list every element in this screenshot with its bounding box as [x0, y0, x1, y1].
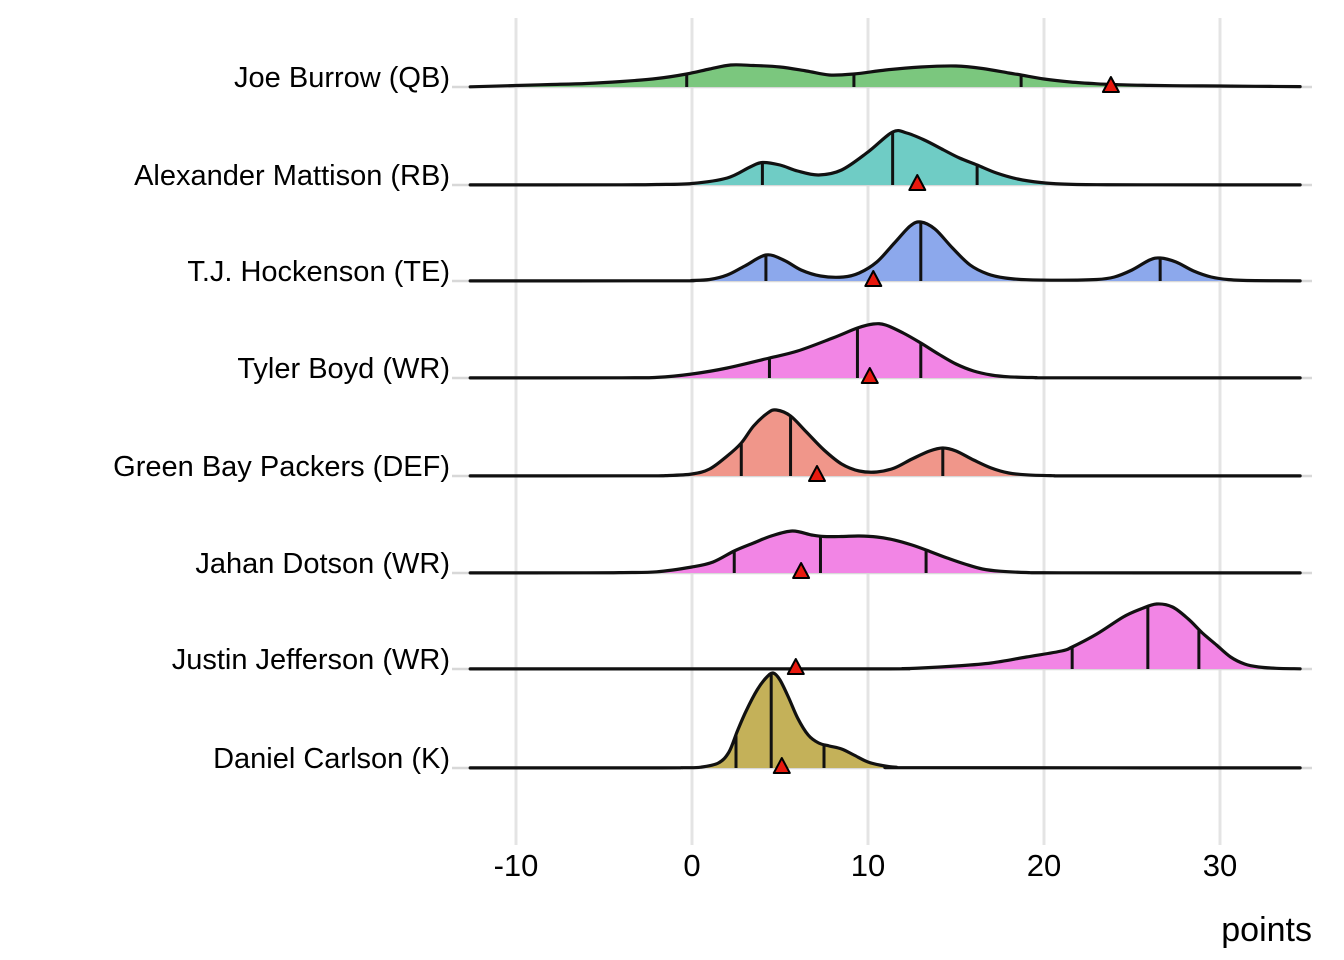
- ridge-row: Tyler Boyd (WR): [237, 322, 1312, 385]
- x-tick-label-20: 20: [1027, 848, 1061, 883]
- density-fill: [470, 672, 1301, 768]
- actual-points-marker: [808, 465, 826, 482]
- actual-points-marker: [860, 367, 879, 384]
- x-tick-label-10: 10: [851, 848, 885, 883]
- row-label: Jahan Dotson (WR): [195, 548, 450, 580]
- row-label: Daniel Carlson (K): [213, 743, 450, 775]
- x-tick-label-0: 0: [683, 848, 700, 883]
- actual-points-marker: [786, 658, 805, 675]
- density-fill: [470, 64, 1301, 87]
- actual-points-marker: [1101, 76, 1120, 93]
- density-fill: [470, 603, 1301, 669]
- ridge-row: T.J. Hockenson (TE): [187, 220, 1312, 288]
- x-axis-layer: -10 0 10 20 30: [494, 848, 1238, 883]
- density-outline: [468, 602, 1302, 671]
- density-outline: [468, 63, 1302, 89]
- ridge-row: Daniel Carlson (K): [213, 671, 1312, 775]
- density-fill: [470, 530, 1301, 573]
- density-outline: [468, 128, 1302, 187]
- ridge-row: Joe Burrow (QB): [234, 62, 1312, 94]
- ridge-row: Green Bay Packers (DEF): [113, 408, 1312, 483]
- density-outline: [468, 322, 1302, 380]
- density-outline: [468, 220, 1302, 283]
- x-tick-label-30: 30: [1203, 848, 1237, 883]
- actual-points-marker: [792, 562, 811, 579]
- ridge-row: Justin Jefferson (WR): [172, 602, 1312, 676]
- row-label: T.J. Hockenson (TE): [187, 256, 450, 288]
- x-tick-label--10: -10: [494, 848, 539, 883]
- density-fill: [470, 130, 1301, 185]
- row-label: Alexander Mattison (RB): [134, 160, 450, 192]
- density-fill: [470, 409, 1301, 476]
- density-outline: [468, 408, 1302, 478]
- ridge-row: Jahan Dotson (WR): [195, 529, 1312, 580]
- actual-points-marker: [772, 757, 791, 774]
- row-label: Green Bay Packers (DEF): [113, 451, 450, 483]
- actual-points-marker: [864, 270, 883, 287]
- density-rows-layer: Joe Burrow (QB) Alexander Mattison (RB) T.…: [113, 62, 1312, 775]
- row-label: Tyler Boyd (WR): [237, 353, 450, 385]
- row-label: Joe Burrow (QB): [234, 62, 450, 94]
- x-axis-title: points: [1221, 911, 1312, 949]
- actual-points-marker: [908, 174, 927, 191]
- density-fill: [470, 221, 1301, 281]
- ridge-row: Alexander Mattison (RB): [134, 128, 1312, 192]
- density-outline: [468, 671, 1302, 770]
- density-fill: [470, 323, 1301, 378]
- gridlines-layer: [514, 18, 1222, 845]
- row-label: Justin Jefferson (WR): [172, 644, 450, 676]
- density-outline: [468, 529, 1302, 575]
